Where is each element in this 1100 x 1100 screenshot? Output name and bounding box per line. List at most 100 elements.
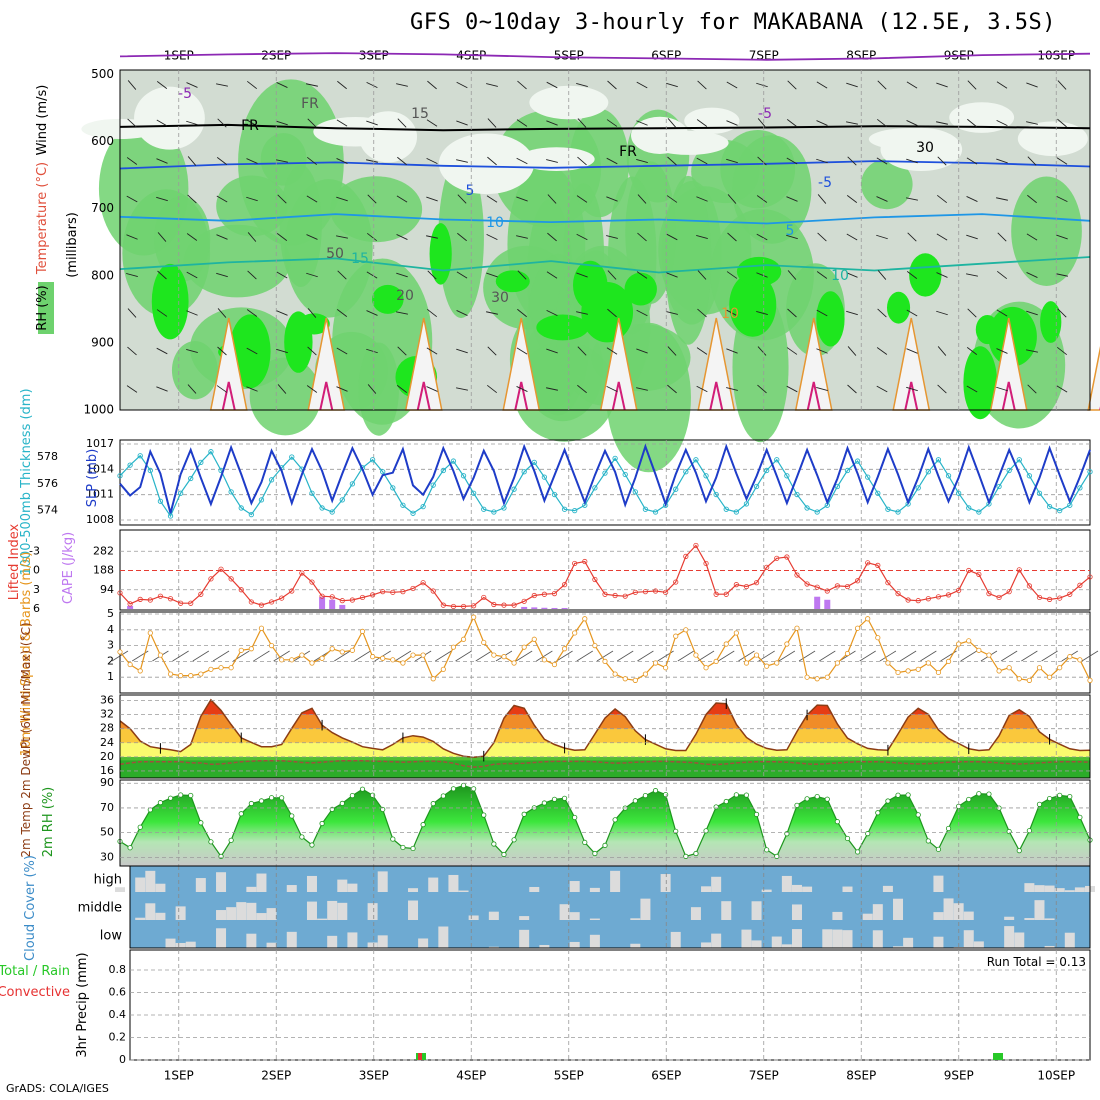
- wind-speed-point: [683, 627, 689, 633]
- rh2m-point: [844, 835, 851, 842]
- rh2m-point: [551, 796, 558, 802]
- surface-wind-barb: [435, 650, 452, 662]
- surface-wind-barb: [354, 650, 371, 662]
- wind-speed-point: [713, 658, 719, 665]
- wind-barb: [306, 385, 318, 393]
- cloud-low-bar: [1004, 926, 1015, 948]
- lifted-index-point: [855, 578, 861, 584]
- cloud-middle-bar: [135, 917, 146, 920]
- rh2m-point: [753, 811, 760, 817]
- lifted-index-point: [390, 589, 396, 595]
- wind-barb: [426, 196, 438, 202]
- precip-frame: [129, 949, 1091, 1061]
- wind-barb: [757, 384, 767, 394]
- wind-speed-point: [824, 674, 830, 680]
- rh-saturated-area: [909, 253, 942, 297]
- wind-barb: [396, 311, 408, 315]
- thickness-point: [1026, 473, 1033, 479]
- wind-barb: [486, 233, 498, 241]
- wind-tick-label: 3: [107, 639, 114, 652]
- rh2m-point: [784, 831, 790, 837]
- wind-barb: [547, 232, 557, 242]
- lifted-index-axis-label: Lifted Index: [7, 523, 22, 600]
- wind-speed-point: [1077, 657, 1083, 663]
- cloud-middle-bar: [468, 915, 479, 920]
- wind-barb: [996, 348, 1008, 354]
- thickness-point: [844, 467, 851, 474]
- cloud-layer-label: low: [100, 929, 123, 944]
- wind-speed-point: [885, 660, 891, 666]
- rh2m-point: [632, 798, 638, 804]
- wind-barb: [516, 119, 528, 127]
- wind-barb: [366, 232, 378, 242]
- rh2m-point: [592, 850, 598, 857]
- cloud-high-bar: [135, 877, 146, 892]
- cloud-low-bar: [711, 933, 722, 948]
- lifted-index-point: [652, 588, 659, 594]
- wind-barb: [996, 309, 1008, 317]
- rh2m-point: [309, 842, 315, 848]
- lifted-index-point: [895, 590, 901, 597]
- wind-barb: [486, 272, 498, 278]
- lifted-index-point: [561, 582, 568, 588]
- lifted-index-point: [521, 598, 527, 604]
- bottom-date-label: 2SEP: [261, 1069, 291, 1083]
- wind-barb: [906, 386, 918, 392]
- lifted-index-point: [673, 579, 679, 585]
- thickness-point: [966, 505, 972, 511]
- wind-speed-point: [208, 666, 214, 672]
- wind-speed-point: [420, 652, 426, 658]
- rh2m-point: [471, 786, 477, 792]
- lifted-index-point: [127, 601, 133, 607]
- cloud-high-bar: [1024, 883, 1035, 892]
- wind-barb: [907, 232, 917, 242]
- rh2m-point: [460, 782, 467, 789]
- wind-barb: [1056, 195, 1068, 203]
- wind-barb: [936, 194, 948, 204]
- lifted-index-point: [905, 597, 911, 603]
- wind-barb: [366, 159, 378, 163]
- wind-speed-point: [178, 673, 184, 679]
- rh2m-point: [511, 837, 517, 843]
- rh2m-point: [541, 800, 547, 806]
- wind-axis-label: 10m Wind Speed & Barbs (m/s): [19, 552, 34, 757]
- wind-barb: [607, 308, 617, 318]
- cloud-low-bar: [1044, 945, 1055, 948]
- slp-tick-label: 1008: [86, 513, 114, 526]
- cloud-middle-bar: [236, 902, 247, 920]
- wind-barb: [996, 158, 1008, 164]
- surface-wind-barb: [1081, 650, 1099, 662]
- contour-label: 15: [411, 106, 429, 122]
- wind-tick-label: 5: [107, 607, 114, 620]
- rh2m-point: [450, 786, 457, 792]
- wind-barb: [786, 385, 798, 393]
- isotherm-line: [119, 160, 1091, 170]
- wind-speed-point: [572, 630, 578, 636]
- rh2m-point: [935, 846, 942, 852]
- cloud-middle-bar: [337, 902, 348, 920]
- wind-speed-point: [127, 661, 133, 668]
- rh2m-point: [440, 793, 446, 799]
- wind-tick-label: 1: [107, 670, 114, 683]
- thickness-point: [854, 458, 861, 464]
- precip-tick-label: 0.4: [109, 1008, 127, 1021]
- rh-saturated-area: [495, 270, 530, 293]
- rh-moist-area: [358, 342, 399, 436]
- cape-tick-label: 282: [93, 544, 114, 557]
- wind-speed-point: [915, 666, 921, 672]
- cloud-middle-bar: [256, 913, 267, 920]
- rh2m-point: [400, 844, 406, 851]
- lifted-index-tick-label: -3: [29, 544, 40, 557]
- surface-wind-barb: [879, 650, 897, 662]
- precip-tick-label: 0.2: [109, 1031, 127, 1044]
- wind-barb: [396, 385, 408, 393]
- rh-moist-area: [279, 164, 322, 288]
- thickness-point: [885, 506, 891, 512]
- wind-speed-point: [471, 614, 477, 620]
- lifted-index-point: [238, 587, 244, 593]
- wind-barb: [1026, 349, 1038, 353]
- cloud-middle-bar: [589, 918, 600, 920]
- rh2m-point: [157, 800, 164, 806]
- wind-speed-point: [370, 654, 376, 660]
- rh2m-point: [865, 831, 871, 837]
